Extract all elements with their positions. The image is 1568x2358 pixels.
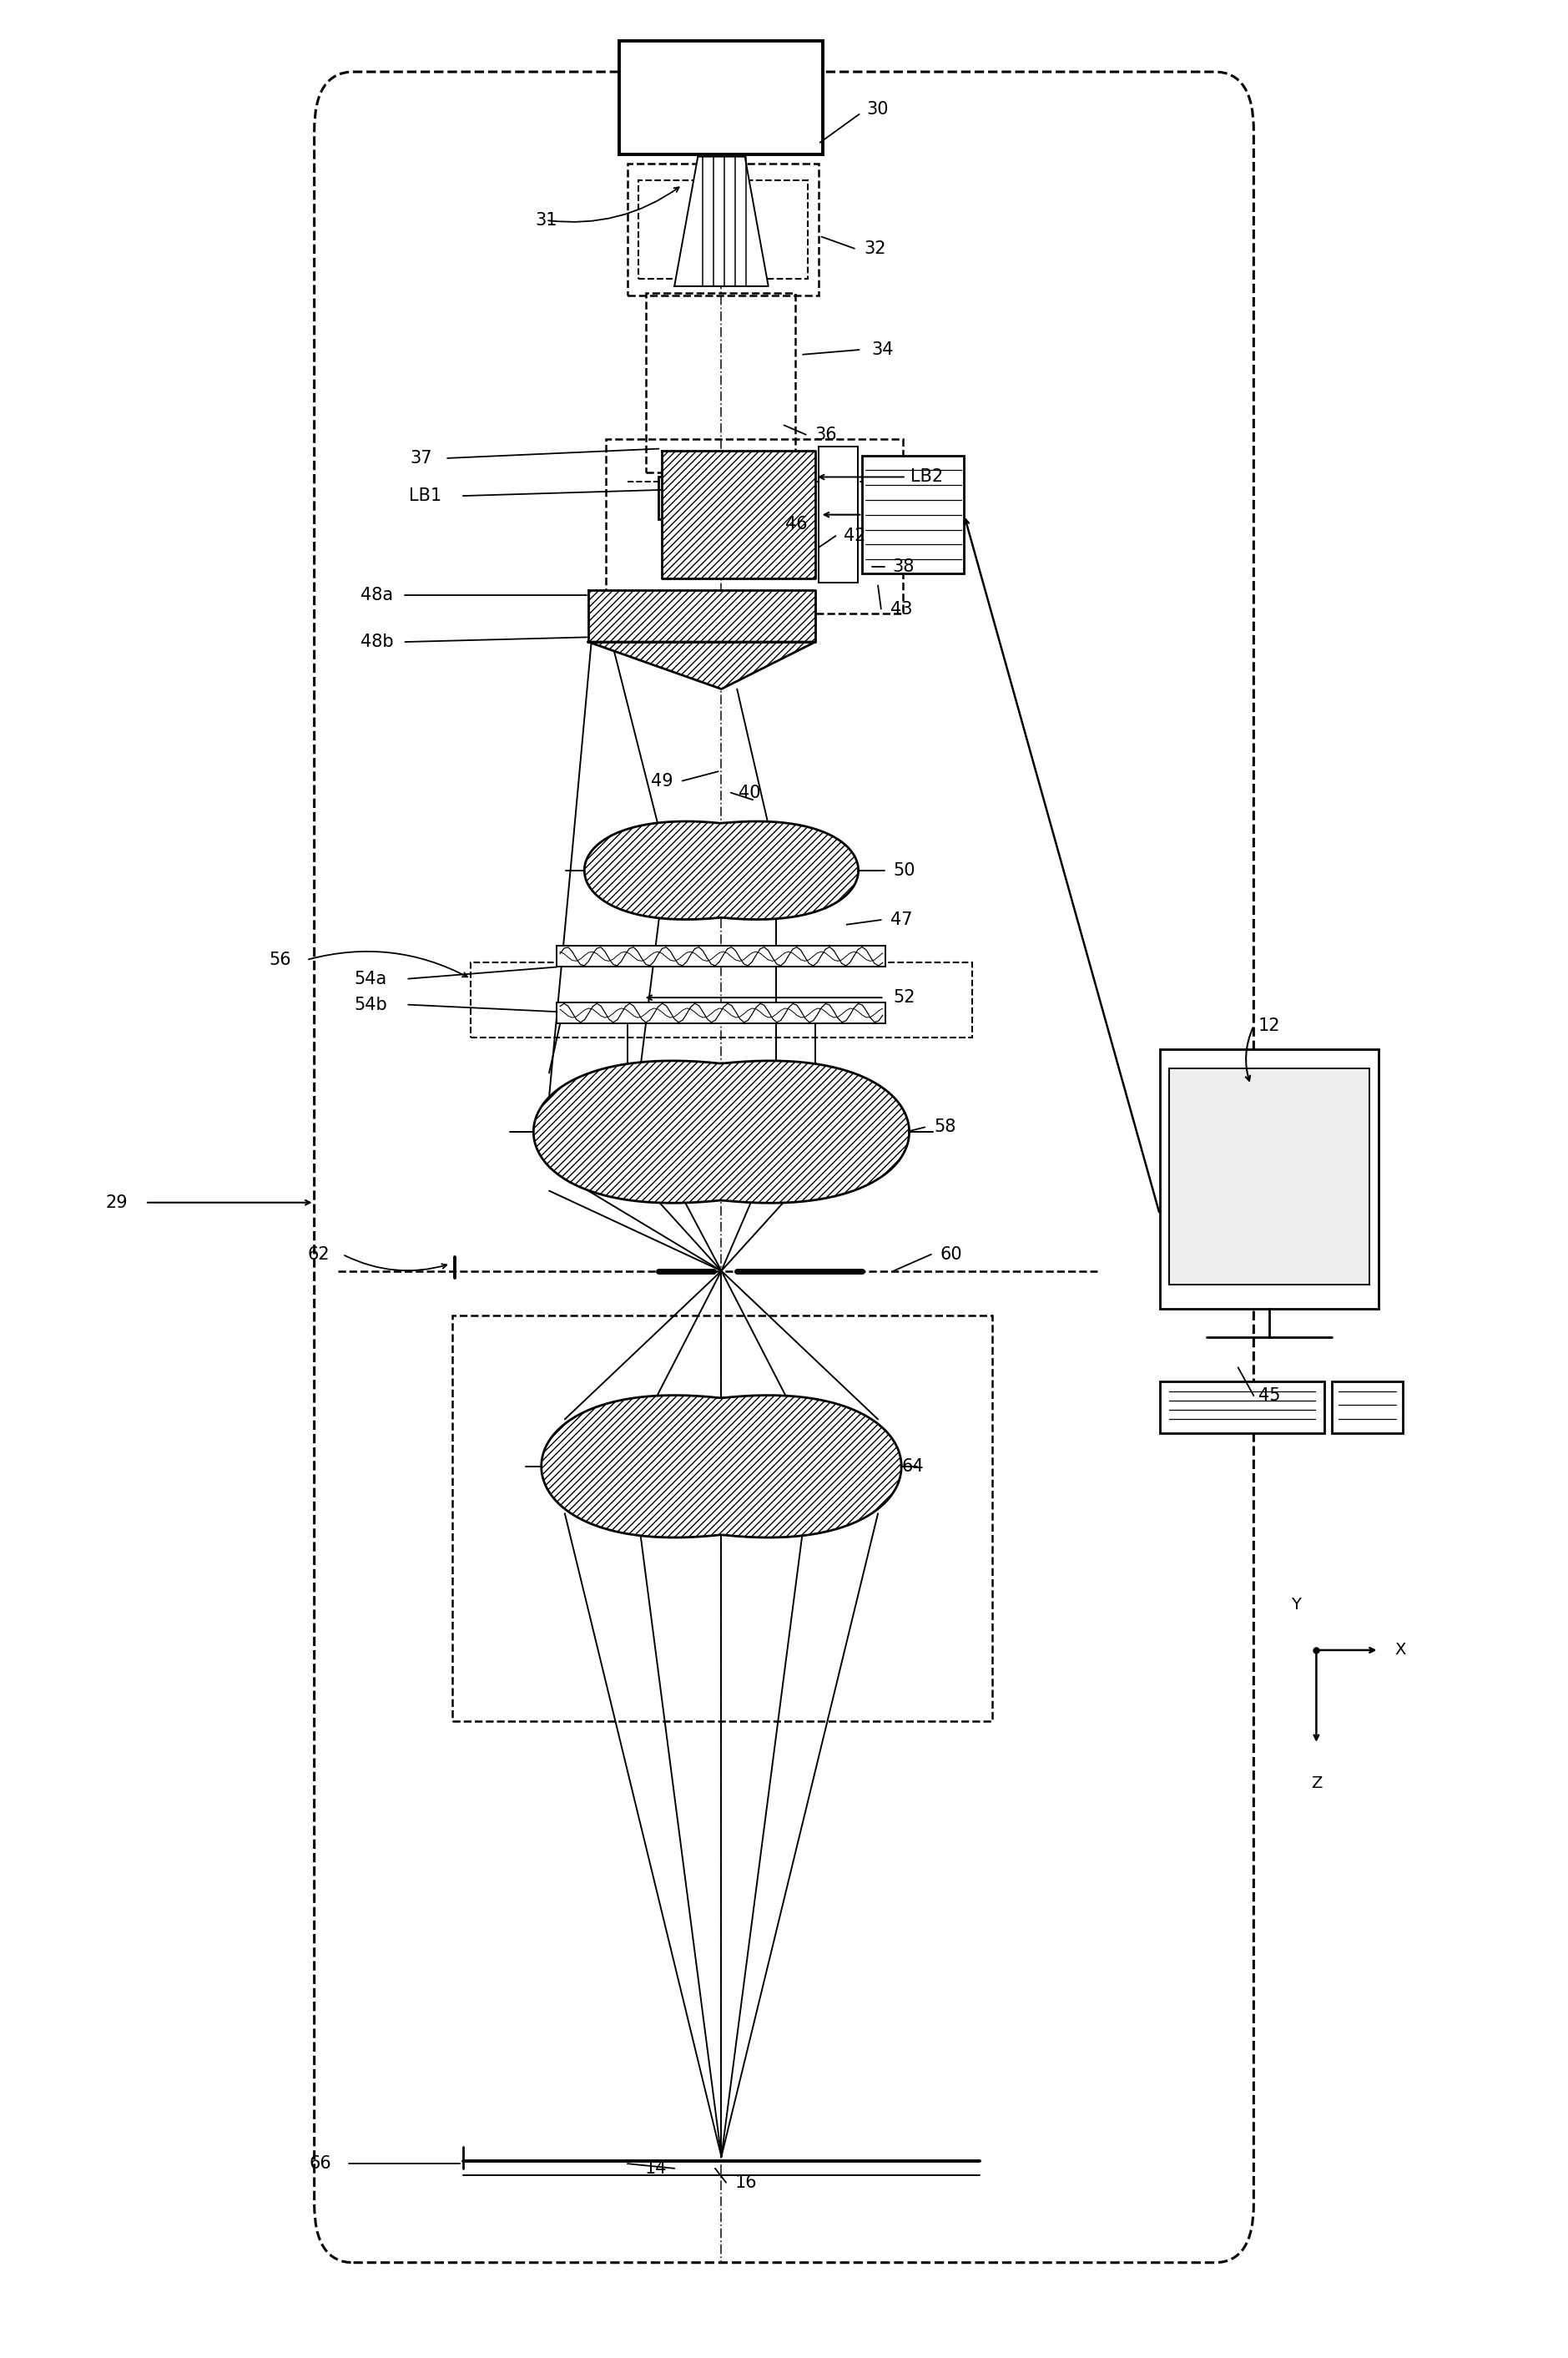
Text: LB2: LB2 bbox=[909, 469, 942, 486]
Text: 54a: 54a bbox=[354, 971, 387, 988]
Bar bbox=[627, 163, 818, 295]
Bar bbox=[659, 476, 784, 519]
Bar bbox=[470, 962, 972, 1038]
Text: 64: 64 bbox=[902, 1457, 924, 1474]
Text: 48a: 48a bbox=[361, 587, 394, 604]
Text: 49: 49 bbox=[651, 773, 673, 790]
Bar bbox=[1160, 1049, 1378, 1309]
Polygon shape bbox=[662, 450, 815, 578]
Text: Y: Y bbox=[1290, 1596, 1301, 1613]
Text: 43: 43 bbox=[891, 601, 913, 618]
Bar bbox=[619, 40, 823, 153]
Text: 60: 60 bbox=[941, 1245, 963, 1264]
Text: 37: 37 bbox=[409, 450, 431, 467]
Bar bbox=[1331, 1382, 1402, 1434]
Text: 48b: 48b bbox=[361, 634, 394, 651]
Polygon shape bbox=[541, 1396, 902, 1537]
Text: 38: 38 bbox=[892, 559, 914, 575]
Text: X: X bbox=[1394, 1641, 1406, 1658]
Polygon shape bbox=[588, 590, 815, 641]
Text: Z: Z bbox=[1311, 1776, 1322, 1790]
Bar bbox=[862, 455, 964, 573]
Text: 31: 31 bbox=[535, 212, 557, 229]
Text: 32: 32 bbox=[864, 241, 886, 257]
Text: 56: 56 bbox=[268, 953, 292, 969]
Bar bbox=[1160, 1382, 1323, 1434]
Text: 36: 36 bbox=[815, 427, 837, 443]
Bar bbox=[605, 439, 903, 613]
Text: 54b: 54b bbox=[354, 997, 387, 1014]
Bar bbox=[638, 179, 808, 278]
Polygon shape bbox=[588, 641, 815, 689]
Text: 66: 66 bbox=[309, 2155, 332, 2172]
Bar bbox=[557, 1002, 886, 1023]
Bar bbox=[557, 946, 886, 967]
Bar bbox=[818, 446, 858, 582]
Text: 42: 42 bbox=[844, 528, 866, 545]
Text: 40: 40 bbox=[739, 785, 760, 802]
Text: 45: 45 bbox=[1258, 1387, 1281, 1403]
Text: 16: 16 bbox=[735, 2174, 757, 2191]
Text: 30: 30 bbox=[867, 101, 889, 118]
Text: 29: 29 bbox=[107, 1193, 129, 1212]
Bar bbox=[1170, 1068, 1369, 1285]
Bar bbox=[452, 1316, 993, 1721]
Text: 52: 52 bbox=[894, 990, 916, 1007]
Text: 12: 12 bbox=[1258, 1019, 1281, 1035]
Bar bbox=[646, 292, 795, 472]
Text: 14: 14 bbox=[644, 2160, 666, 2176]
Text: 62: 62 bbox=[307, 1245, 331, 1264]
Text: 47: 47 bbox=[891, 913, 913, 929]
Polygon shape bbox=[533, 1061, 909, 1203]
Text: 50: 50 bbox=[894, 863, 916, 880]
Polygon shape bbox=[674, 156, 768, 285]
Text: 58: 58 bbox=[935, 1118, 956, 1137]
Text: 34: 34 bbox=[872, 342, 894, 358]
Text: LB1: LB1 bbox=[409, 488, 442, 505]
Polygon shape bbox=[585, 821, 858, 920]
Text: 46: 46 bbox=[786, 516, 808, 533]
